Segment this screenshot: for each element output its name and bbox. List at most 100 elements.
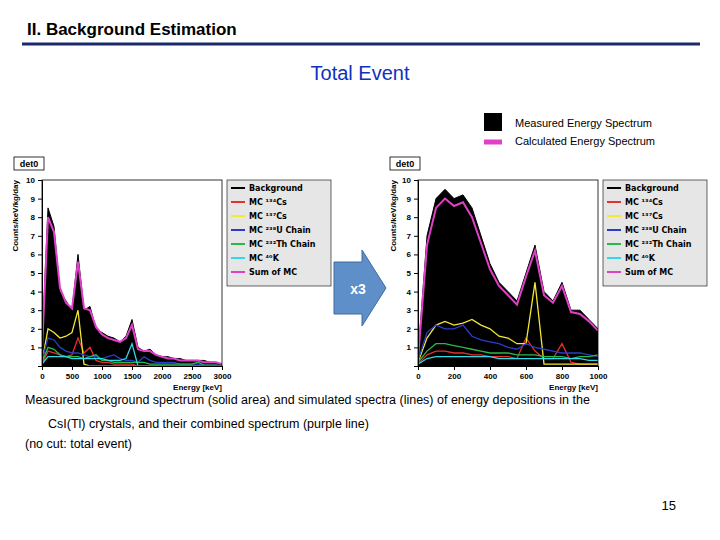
y-tick: 10	[26, 176, 42, 185]
tick-label: 8	[31, 213, 36, 222]
legend-label: MC ¹³⁷Cs	[249, 212, 287, 221]
key-swatch	[484, 140, 502, 145]
slide: II. Background EstimationTotal EventMeas…	[0, 0, 720, 540]
tick-label: 0	[416, 372, 421, 381]
caption: (no cut: total event)	[25, 437, 132, 451]
legend-label: MC ²³²Th Chain	[249, 240, 316, 249]
y-tick: 9	[31, 195, 42, 204]
tick-label: 6	[31, 250, 36, 259]
line	[418, 357, 598, 364]
x-tick: 2000	[154, 366, 172, 381]
marks	[418, 189, 598, 366]
tick-mark	[414, 180, 418, 181]
x-tick: 1000	[94, 366, 112, 381]
tick-label: 5	[407, 269, 412, 278]
x-tick: 0	[40, 366, 45, 381]
legend-box	[227, 180, 331, 286]
x-tick: 600	[520, 366, 534, 381]
tick-mark	[38, 236, 42, 237]
tick-mark	[38, 199, 42, 200]
tick-mark	[162, 366, 163, 370]
y-tick: 4	[31, 288, 42, 297]
key-swatch	[484, 113, 502, 131]
y-tick: 7	[31, 232, 42, 241]
y-tick: 10	[402, 176, 418, 185]
y-axis: 12345678910	[402, 176, 418, 366]
title-box	[14, 157, 44, 170]
plot-frame	[42, 180, 222, 366]
axis-line	[414, 181, 419, 367]
line	[418, 344, 598, 363]
y-tick: 1	[31, 343, 42, 352]
y-tick: 3	[31, 306, 42, 315]
x-tick: 800	[556, 366, 570, 381]
tick-label: 500	[66, 372, 80, 381]
x-tick: 0	[416, 366, 421, 381]
tick-label: 2000	[154, 372, 172, 381]
tick-label: 400	[484, 372, 498, 381]
line	[42, 344, 222, 366]
key-label: Measured Energy Spectrum	[515, 117, 652, 129]
line	[418, 325, 598, 360]
tick-mark	[38, 292, 42, 293]
plot-frame	[418, 180, 598, 366]
tick-label: 200	[448, 372, 462, 381]
legend-swatch	[607, 215, 621, 217]
tick-label: 10	[402, 176, 411, 185]
axis-line	[38, 181, 43, 367]
y-tick: 8	[407, 213, 418, 222]
legend-label: MC ²³⁸U Chain	[625, 226, 687, 235]
legend-swatch	[231, 187, 245, 189]
key-label: Calculated Energy Spectrum	[515, 135, 655, 147]
line	[42, 310, 222, 366]
legend-swatch	[231, 201, 245, 203]
tick-label: 7	[31, 232, 36, 241]
x-tick: 500	[66, 366, 80, 381]
legend-label: MC ⁴⁰K	[625, 254, 656, 263]
tick-mark	[38, 329, 42, 330]
tick-label: 6	[407, 250, 412, 259]
tick-label: 0	[40, 372, 45, 381]
y-tick: 9	[407, 195, 418, 204]
tick-label: 1	[31, 343, 36, 352]
legend-swatch	[231, 257, 245, 259]
tick-mark	[222, 366, 223, 370]
tick-mark	[414, 329, 418, 330]
tick-label: 9	[407, 195, 412, 204]
legend-swatch	[607, 271, 621, 273]
legend: BackgroundMC ¹³⁴CsMC ¹³⁷CsMC ²³⁸U ChainM…	[603, 180, 707, 286]
tick-mark	[38, 180, 42, 181]
arrow-label: x3	[350, 281, 366, 297]
legend-label: Sum of MC	[249, 268, 297, 277]
tick-mark	[526, 366, 527, 370]
tick-mark	[72, 366, 73, 370]
y-tick: 2	[407, 325, 418, 334]
tick-mark	[562, 366, 563, 370]
y-tick: 6	[407, 250, 418, 259]
tick-label: 1500	[124, 372, 142, 381]
y-tick: 7	[407, 232, 418, 241]
tick-label: 3	[31, 306, 36, 315]
tick-mark	[102, 366, 103, 370]
tick-mark	[414, 310, 418, 311]
tick-mark	[414, 236, 418, 237]
line	[42, 338, 222, 366]
x-tick: 1000	[590, 366, 608, 381]
line	[42, 338, 222, 366]
y-tick: 5	[31, 269, 42, 278]
x-tick: 2500	[184, 366, 202, 381]
tick-label: 9	[31, 195, 36, 204]
y-tick: 4	[407, 288, 418, 297]
tick-label: 10	[26, 176, 35, 185]
legend-swatch	[607, 187, 621, 189]
legend-label: MC ¹³⁴Cs	[249, 198, 287, 207]
legend-label: MC ⁴⁰K	[249, 254, 280, 263]
chart: det005001000150020002500300012345678910E…	[11, 157, 331, 392]
x-tick: 3000	[214, 366, 232, 381]
legend-label: MC ¹³⁷Cs	[625, 212, 663, 221]
y-tick: 8	[31, 213, 42, 222]
marks	[42, 208, 222, 366]
tick-mark	[598, 366, 599, 370]
tick-mark	[414, 347, 418, 348]
tick-label: 800	[556, 372, 570, 381]
